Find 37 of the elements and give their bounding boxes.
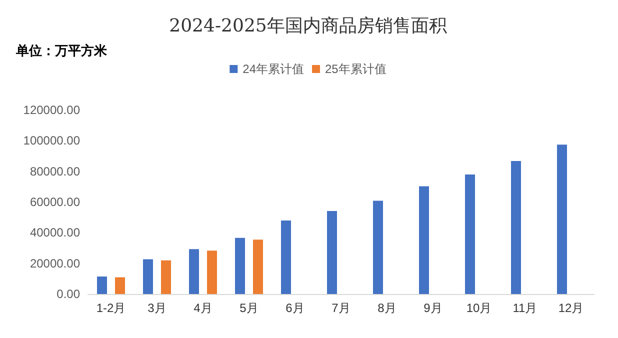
x-tick-label: 1-2月 — [96, 301, 126, 315]
bar — [281, 220, 291, 294]
x-tick-label: 11月 — [512, 301, 538, 315]
x-tick-label: 3月 — [148, 301, 166, 315]
bar — [373, 200, 383, 294]
text: 单位：万平方米 — [15, 43, 108, 58]
bar — [115, 277, 125, 294]
bar — [465, 174, 475, 294]
y-tick-label: 100000.00 — [23, 134, 80, 148]
x-tick-label: 9月 — [424, 301, 442, 315]
x-tick-label: 8月 — [378, 301, 396, 315]
chart-title: 2024-2025年国内商品房销售面积 — [169, 16, 447, 36]
bar — [143, 259, 153, 294]
bar — [327, 211, 337, 294]
x-tick-label: 6月 — [286, 301, 304, 315]
y-tick-label: 60000.00 — [30, 195, 80, 209]
x-tick-label: 7月 — [332, 301, 350, 315]
bar — [253, 240, 263, 294]
bar — [189, 249, 199, 294]
x-tick-label: 12月 — [558, 301, 584, 315]
bar — [161, 260, 171, 294]
bar — [207, 250, 217, 294]
bar — [557, 144, 567, 294]
bar — [235, 238, 245, 294]
x-tick-label: 4月 — [194, 301, 212, 315]
y-tick-label: 0.00 — [56, 287, 80, 301]
y-tick-label: 40000.00 — [30, 226, 80, 240]
x-tick-label: 5月 — [240, 301, 258, 315]
x-tick-label: 10月 — [466, 301, 492, 315]
y-tick-label: 80000.00 — [30, 164, 80, 178]
legend-label: 25年累计值 — [325, 62, 386, 76]
bar — [511, 161, 521, 294]
legend-label: 24年累计值 — [242, 62, 304, 76]
y-tick-label: 120000.00 — [23, 103, 80, 117]
bar — [419, 186, 429, 294]
y-tick-label: 20000.00 — [30, 256, 80, 270]
bar — [97, 276, 107, 294]
